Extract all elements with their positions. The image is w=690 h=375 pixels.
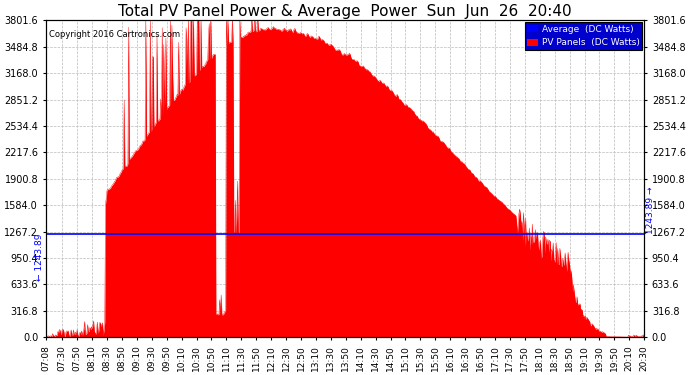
- Text: Copyright 2016 Cartronics.com: Copyright 2016 Cartronics.com: [49, 30, 180, 39]
- Text: 1243.89 →: 1243.89 →: [646, 186, 655, 234]
- Text: ← 1243.89: ← 1243.89: [35, 234, 44, 281]
- Title: Total PV Panel Power & Average  Power  Sun  Jun  26  20:40: Total PV Panel Power & Average Power Sun…: [118, 4, 572, 19]
- Legend: Average  (DC Watts), PV Panels  (DC Watts): Average (DC Watts), PV Panels (DC Watts): [524, 22, 642, 50]
